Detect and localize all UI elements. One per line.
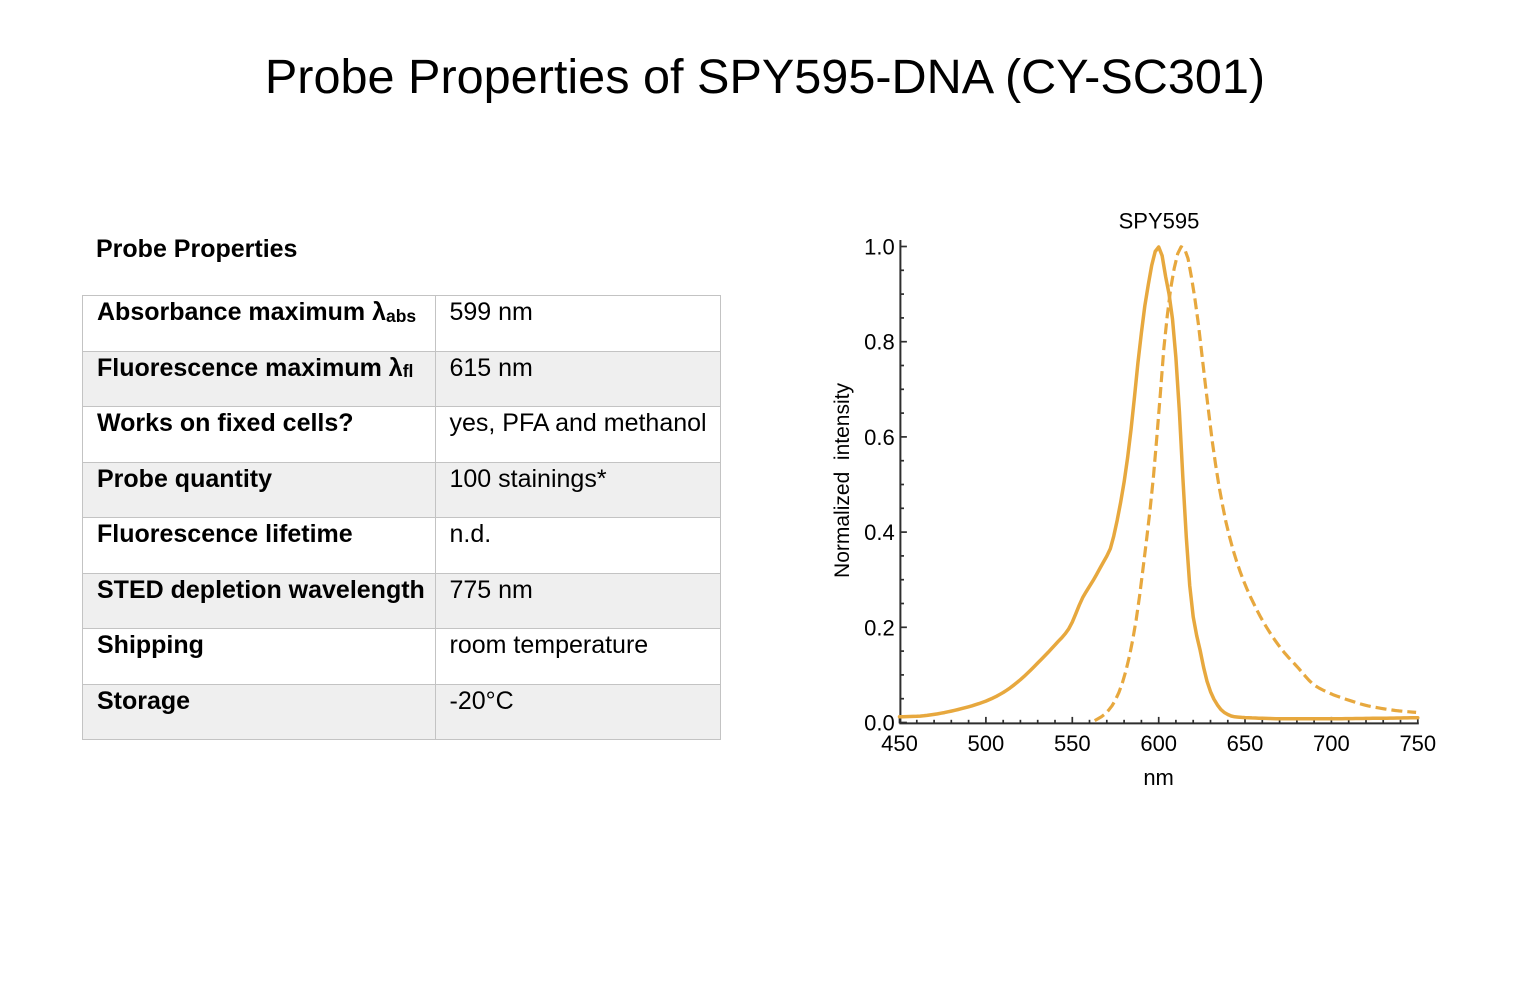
- svg-text:0.8: 0.8: [864, 330, 895, 355]
- svg-text:500: 500: [968, 731, 1005, 756]
- svg-text:550: 550: [1054, 731, 1091, 756]
- svg-text:650: 650: [1227, 731, 1264, 756]
- svg-text:750: 750: [1399, 731, 1436, 756]
- svg-text:700: 700: [1313, 731, 1350, 756]
- svg-text:0.4: 0.4: [864, 520, 895, 545]
- svg-text:0.2: 0.2: [864, 615, 895, 640]
- svg-text:0.6: 0.6: [864, 425, 895, 450]
- svg-text:450: 450: [881, 731, 918, 756]
- svg-text:Normalized intensity: Normalized intensity: [831, 383, 854, 578]
- svg-text:600: 600: [1140, 731, 1177, 756]
- svg-text:1.0: 1.0: [864, 235, 895, 260]
- svg-text:nm: nm: [1143, 765, 1174, 790]
- svg-text:SPY595: SPY595: [1119, 209, 1200, 234]
- svg-text:0.0: 0.0: [864, 711, 895, 736]
